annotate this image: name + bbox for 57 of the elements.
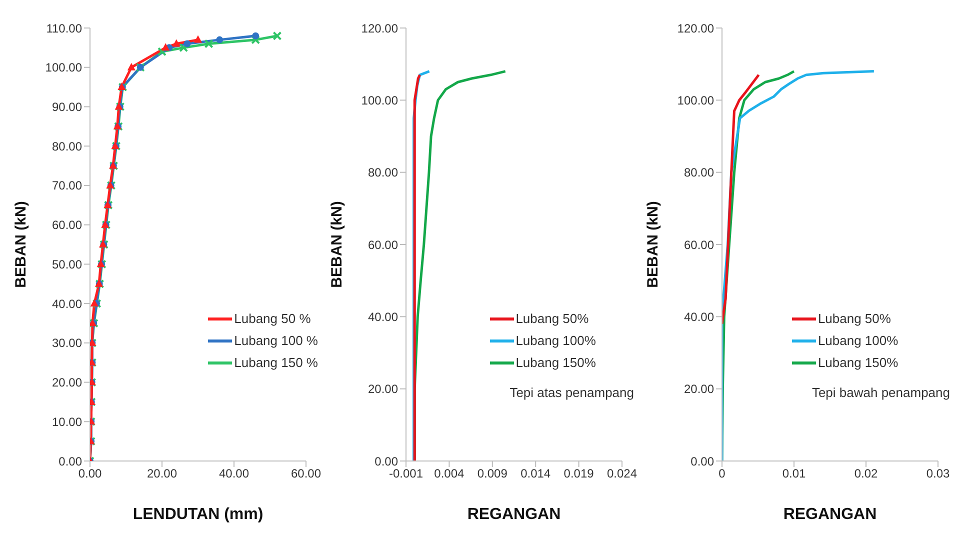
y-tick-label: 80.00 xyxy=(368,166,398,180)
y-tick-label: 60.00 xyxy=(684,238,714,252)
x-tick-label: 60.00 xyxy=(290,466,322,481)
y-tick-label: 120.00 xyxy=(677,21,714,36)
y-tick-label: 40.00 xyxy=(368,310,398,324)
y-tick-label: 0.00 xyxy=(58,454,82,468)
legend-label: Lubang 50% xyxy=(818,310,891,328)
y-tick-label: 110.00 xyxy=(46,21,82,36)
x-tick-label: 0.004 xyxy=(434,466,465,481)
y-tick-label: 10.00 xyxy=(52,414,82,429)
y-tick-label: 100.00 xyxy=(361,93,398,108)
x-tick-label: 0.00 xyxy=(78,466,102,481)
legend-label: Lubang 150% xyxy=(818,354,898,372)
y-tick-label: 0.00 xyxy=(374,454,398,468)
x-tick-label: 0.02 xyxy=(854,466,878,481)
y-tick-label: 90.00 xyxy=(52,100,82,114)
annotation: Tepi bawah penampang xyxy=(812,384,950,402)
legend-label: Lubang 100% xyxy=(516,332,596,350)
legend-label: Lubang 50% xyxy=(516,310,589,328)
legend-label: Lubang 150 % xyxy=(234,354,318,372)
y-tick-label: 100.00 xyxy=(677,93,714,108)
y-tick-label: 30.00 xyxy=(52,336,82,350)
x-tick-label: -0.001 xyxy=(388,466,424,481)
y-axis-title: BEBAN (kN) xyxy=(12,201,30,288)
y-axis-title: BEBAN (kN) xyxy=(644,201,662,288)
x-tick-label: 0.01 xyxy=(782,466,806,481)
annotation: Tepi atas penampang xyxy=(510,384,634,402)
y-tick-label: 60.00 xyxy=(368,238,398,252)
y-axis-title: BEBAN (kN) xyxy=(328,201,346,288)
legend-label: Lubang 100% xyxy=(818,332,898,350)
x-tick-label: 40.00 xyxy=(218,466,250,481)
y-tick-label: 70.00 xyxy=(52,178,82,193)
y-tick-label: 20.00 xyxy=(368,382,398,396)
x-axis-title: LENDUTAN (mm) xyxy=(132,506,264,523)
y-tick-label: 50.00 xyxy=(52,257,82,272)
y-tick-label: 80.00 xyxy=(684,166,714,180)
x-tick-label: 0.014 xyxy=(520,466,551,481)
y-tick-label: 0.00 xyxy=(690,454,714,468)
x-axis-title: REGANGAN xyxy=(467,506,561,523)
x-tick-label: 20.00 xyxy=(146,466,178,481)
y-tick-label: 120.00 xyxy=(361,21,398,36)
y-tick-label: 60.00 xyxy=(52,218,82,232)
y-tick-label: 80.00 xyxy=(52,139,82,154)
x-tick-label: 0 xyxy=(718,466,726,481)
y-tick-label: 40.00 xyxy=(684,310,714,324)
x-tick-label: 0.024 xyxy=(606,466,638,481)
legend-label: Lubang 50 % xyxy=(234,310,311,328)
legend-label: Lubang 150% xyxy=(516,354,596,372)
x-tick-label: 0.019 xyxy=(564,466,594,481)
y-tick-label: 20.00 xyxy=(52,376,82,390)
y-tick-label: 20.00 xyxy=(684,382,714,396)
y-tick-label: 100.00 xyxy=(45,60,82,75)
x-axis-title: REGANGAN xyxy=(783,506,877,523)
x-tick-label: 0.03 xyxy=(926,466,950,481)
y-tick-label: 40.00 xyxy=(52,296,82,311)
x-tick-label: 0.009 xyxy=(477,466,508,481)
legend-label: Lubang 100 % xyxy=(234,332,318,350)
